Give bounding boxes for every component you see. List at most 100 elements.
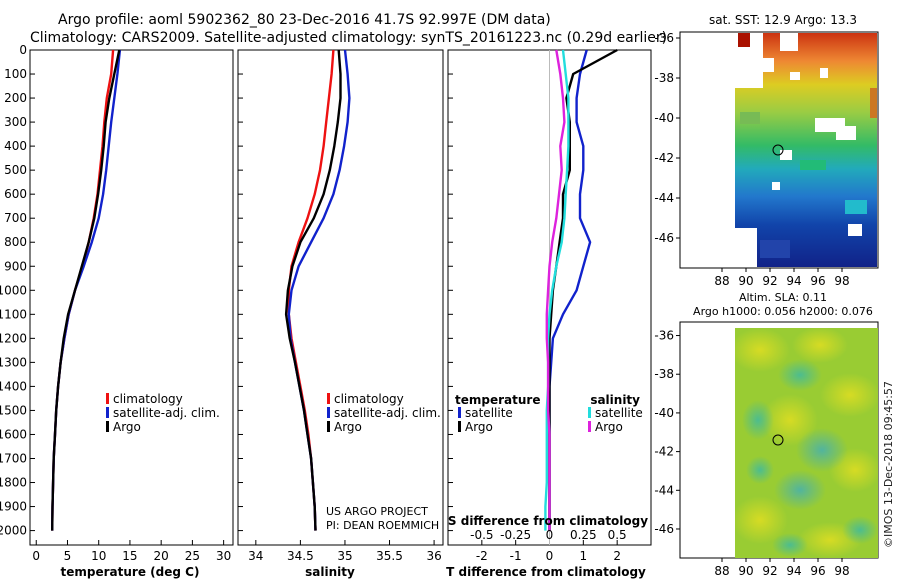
legend-title-temperature: temperature [455,393,540,407]
legend-swatch-t-satellite [458,407,461,418]
lat-tick-label: -44 [654,191,674,205]
x-tick-label: 5 [64,549,72,563]
difference-legend: temperature salinity satellite Argo sate… [455,393,643,434]
lon-tick-label: 98 [834,274,849,288]
s-x-tick-label: 0.25 [570,528,597,542]
s-difference-axis-label: S difference from climatology [448,514,648,528]
legend-label-climatology: climatology [334,392,404,406]
x-tick-label: 15 [122,549,137,563]
lon-tick-label: 96 [810,564,825,578]
x-tick-label: 34.5 [287,549,314,563]
depth-tick-label: 1600 [0,427,27,441]
depth-tick-label: 1900 [0,500,27,514]
s-difference-tick-labels: -0.5 -0.25 0 0.25 0.5 [470,528,627,542]
s-x-tick-label: 0.5 [608,528,627,542]
sst-map-panel: sat. SST: 12.9 Argo: 13.3 -36 -38 -40 -42 -4… [654,13,879,288]
depth-tick-label: 2000 [0,524,27,538]
s-x-tick-label: -0.25 [500,528,531,542]
sla-map-subtitle: Argo h1000: 0.056 h2000: 0.076 [693,305,873,318]
depth-tick-label: 300 [4,115,27,129]
salinity-legend: climatology satellite-adj. clim. Argo [327,392,441,434]
difference-series [544,48,618,531]
depth-tick-label: 1500 [0,403,27,417]
lon-tick-label: 94 [786,274,801,288]
difference-panel: -2 -1 0 1 2 -0.5 -0.25 0 0.25 0.5 T difference f… [446,48,652,579]
temperature-plot-frame [29,49,234,546]
x-tick-label: 0 [546,549,554,563]
pi-annotation: PI: DEAN ROEMMICH [326,519,439,532]
depth-tick-label: 800 [4,235,27,249]
x-tick-label: 35.5 [376,549,403,563]
lon-tick-label: 90 [738,564,753,578]
temperature-axis-label: temperature (deg C) [61,565,200,579]
sst-lat-tick-labels: -36 -38 -40 -42 -44 -46 [654,31,680,245]
lat-tick-label: -44 [654,483,674,497]
lon-tick-label: 94 [786,564,801,578]
legend-swatch-satellite [327,407,330,418]
depth-tick-label: 500 [4,163,27,177]
s-x-tick-label: 0 [546,528,554,542]
depth-tick-labels: 0 100 200 300 400 500 600 700 800 900 1000 1100 1200… [0,43,27,538]
depth-tick-label: 1000 [0,283,27,297]
depth-tick-label: 1700 [0,451,27,465]
salinity-axis-label: salinity [305,565,355,579]
legend-swatch-climatology [106,393,109,404]
salinity-panel: 34 34.5 35 35.5 36 salinity climatology sate… [237,49,444,579]
argo-location-marker [772,144,784,156]
sst-texture [735,33,877,267]
lon-tick-label: 92 [762,274,777,288]
depth-tick-label: 700 [4,211,27,225]
x-tick-label: 25 [185,549,200,563]
sla-map-title: Altim. SLA: 0.11 [739,291,827,304]
x-tick-label: 35 [337,549,352,563]
legend-label-argo: Argo [334,420,362,434]
lat-tick-label: -36 [654,31,674,45]
lat-tick-label: -42 [654,445,674,459]
legend-swatch-s-argo [588,421,591,432]
lat-tick-label: -40 [654,406,674,420]
lat-tick-label: -38 [654,367,674,381]
lon-tick-label: 92 [762,564,777,578]
salinity-series [284,49,351,531]
lat-tick-label: -38 [654,71,674,85]
legend-label-t-argo: Argo [465,420,493,434]
x-tick-label: -2 [476,549,488,563]
legend-label-s-satellite: satellite [595,406,643,420]
series-line-argo [284,49,342,531]
series-line-s-argo [545,49,566,531]
sla-lat-tick-labels: -36 -38 -40 -42 -44 -46 [654,329,680,536]
depth-tick-label: 1100 [0,307,27,321]
legend-label-s-argo: Argo [595,420,623,434]
lat-tick-label: -46 [654,231,674,245]
x-tick-label: 36 [426,549,441,563]
depth-tick-label: 1400 [0,379,27,393]
sla-lon-tick-labels: 88 90 92 94 96 98 [714,558,850,578]
legend-label-t-satellite: satellite [465,406,513,420]
x-tick-label: 10 [91,549,106,563]
legend-swatch-climatology [327,393,330,404]
series-line-argo [51,49,121,531]
sla-field [735,328,878,558]
title-line-2: Climatology: CARS2009. Satellite-adjuste… [30,30,667,46]
depth-tick-label: 200 [4,91,27,105]
argo-location-marker [772,434,784,446]
x-tick-label: 30 [216,549,231,563]
x-tick-label: 20 [154,549,169,563]
lon-tick-label: 90 [738,274,753,288]
depth-tick-label: 0 [19,43,27,57]
t-difference-tick-labels: -2 -1 0 1 2 [476,549,621,563]
legend-label-satellite: satellite-adj. clim. [334,406,441,420]
salinity-tick-labels: 34 34.5 35 35.5 36 [248,549,442,563]
x-tick-label: 1 [580,549,588,563]
depth-tick-label: 1800 [0,476,27,490]
lat-tick-label: -40 [654,111,674,125]
legend-swatch-argo [106,421,109,432]
t-difference-axis-label: T difference from climatology [446,565,646,579]
lat-tick-label: -36 [654,329,674,343]
depth-tick-label: 600 [4,187,27,201]
lon-tick-label: 88 [714,564,729,578]
x-tick-label: -1 [510,549,522,563]
lon-tick-label: 96 [810,274,825,288]
title-line-1: Argo profile: aoml 5902362_80 23-Dec-201… [58,12,551,28]
